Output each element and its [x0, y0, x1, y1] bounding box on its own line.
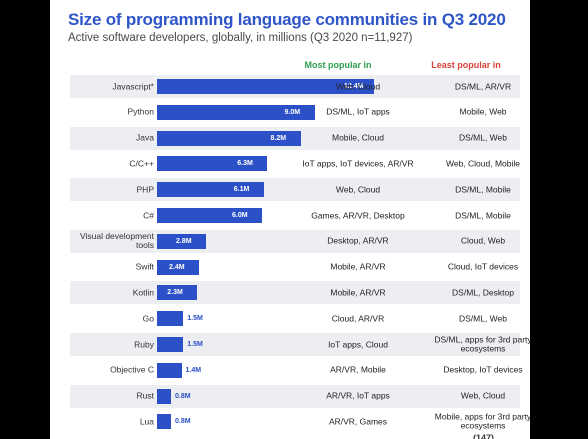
most-popular-cell: Web, Cloud — [335, 80, 381, 91]
chart-row: Python 9.0M DS/ML, IoT apps Mobile, Web — [70, 100, 520, 124]
least-popular-cell: Mobile, Web — [459, 106, 507, 117]
bar-value-label: 6.3M — [237, 160, 253, 168]
bar-value-label: 2.8M — [176, 237, 192, 245]
bar-value-label: 9.0M — [284, 108, 301, 116]
bar — [157, 414, 171, 430]
column-header-least-popular: Least popular in — [431, 60, 501, 70]
bar-value-label: 0.8M — [175, 392, 191, 400]
bar — [157, 311, 184, 327]
chart-row: PHP 6.1M Web, Cloud DS/ML, Mobile — [70, 178, 520, 202]
chart-row: Javascript* 12.4M Web, Cloud DS/ML, AR/VR — [70, 75, 520, 98]
category-label: Visual development tools — [79, 231, 154, 251]
category-label: Java — [136, 132, 154, 143]
least-popular-cell: Cloud, IoT devices — [447, 261, 519, 272]
most-popular-cell: Mobile, Cloud — [332, 132, 384, 143]
bar — [157, 130, 301, 146]
bar-value-label: 1.5M — [187, 341, 203, 348]
chart-subtitle: Active software developers, globally, in… — [68, 32, 413, 44]
most-popular-cell: Desktop, AR/VR — [327, 235, 389, 246]
category-label: Swift — [135, 261, 154, 272]
least-popular-cell: DS/ML, Mobile — [455, 209, 511, 220]
category-label: C# — [143, 210, 154, 220]
column-header-most-popular: Most popular in — [304, 60, 372, 70]
chart-row: Kotlin 2.3M Mobile, AR/VR DS/ML, Desktop — [70, 281, 520, 305]
most-popular-cell: AR/VR, Games — [328, 416, 388, 427]
least-popular-cell: Web, Cloud — [460, 390, 506, 401]
most-popular-cell: Mobile, AR/VR — [330, 287, 386, 298]
category-label: Kotlin — [132, 287, 154, 298]
least-popular-cell: DS/ML, Web — [458, 312, 508, 323]
least-popular-cell: DS/ML, apps for 3rd party ecosystems — [434, 334, 530, 354]
chart-row: C# 6.0M Games, AR/VR, Desktop DS/ML, Mobile — [70, 204, 520, 227]
chart-row: C/C++ 6.3M IoT apps, IoT devices, AR/VR Web… — [70, 152, 520, 176]
least-popular-cell: DS/ML, Desktop — [452, 287, 514, 298]
chart-row: Visual development tools 2.8M Desktop, AR/… — [70, 229, 520, 253]
least-popular-cell: Cloud, Web — [460, 235, 506, 246]
most-popular-cell: AR/VR, IoT apps — [326, 390, 390, 401]
chart-row: Rust 0.8M AR/VR, IoT apps Web, Cloud — [70, 384, 520, 408]
most-popular-cell: AR/VR, Mobile — [330, 364, 386, 375]
chart-row: Go 1.5M Cloud, AR/VR DS/ML, Web — [70, 307, 520, 331]
least-popular-cell: Mobile, apps for 3rd party ecosystems — [434, 411, 530, 431]
bar — [157, 337, 184, 352]
category-label: Rust — [136, 390, 154, 401]
bar-value-label: 12.4M — [344, 83, 364, 90]
most-popular-cell: IoT apps, Cloud — [328, 338, 388, 349]
chart-row: Java 8.2M Mobile, Cloud DS/ML, Web — [70, 126, 520, 150]
most-popular-cell: Mobile, AR/VR — [330, 261, 386, 272]
category-label: Python — [127, 106, 154, 117]
least-popular-cell: DS/ML, Mobile — [455, 183, 511, 194]
bar — [157, 208, 262, 223]
bar — [157, 104, 315, 120]
category-label: Javascript* — [112, 81, 154, 91]
bar-value-label: 6.0M — [232, 212, 248, 219]
bar — [157, 156, 268, 172]
category-label: Go — [142, 313, 154, 324]
chart-page: Size of programming language communities… — [50, 0, 530, 439]
category-label: Ruby — [134, 339, 154, 349]
bar — [157, 233, 206, 249]
category-label: PHP — [136, 184, 154, 195]
bar — [157, 182, 264, 198]
category-label: C/C++ — [129, 158, 154, 169]
bar-value-label: 6.1M — [233, 186, 250, 194]
bar — [157, 259, 199, 275]
bar-value-label: 2.3M — [167, 289, 183, 297]
most-popular-cell: IoT apps, IoT devices, AR/VR — [302, 158, 414, 169]
category-label: Objective C — [110, 364, 154, 375]
bar — [157, 362, 182, 378]
most-popular-cell: Web, Cloud — [335, 183, 381, 194]
least-popular-cell: DS/ML, AR/VR — [454, 80, 512, 91]
category-label: Lua — [139, 416, 154, 427]
chart-row: Ruby 1.5M IoT apps, Cloud DS/ML, apps for 3… — [70, 333, 530, 356]
least-popular-cell: Web, Cloud, Mobile — [445, 158, 521, 169]
bar — [157, 79, 374, 94]
bar — [157, 285, 198, 301]
bar-value-label: 1.4M — [185, 366, 202, 374]
chart-title: Size of programming language communities… — [68, 10, 506, 29]
bar-value-label: 1.5M — [187, 315, 203, 323]
bar — [157, 388, 171, 404]
bar-value-label: 8.2M — [270, 134, 287, 142]
bar-value-label: 0.8M — [175, 418, 191, 426]
chart-row: Swift 2.4M Mobile, AR/VR Cloud, IoT devices — [70, 255, 520, 279]
least-popular-cell: DS/ML, Web — [458, 132, 508, 143]
most-popular-cell: Games, AR/VR, Desktop — [311, 209, 405, 220]
bar-value-label: 2.4M — [169, 263, 185, 271]
most-popular-cell: DS/ML, IoT apps — [326, 106, 390, 117]
least-popular-cell: Desktop, IoT devices — [443, 364, 523, 375]
most-popular-cell: Cloud, AR/VR — [331, 312, 385, 323]
footer-mark-fragment: (147) — [473, 433, 495, 439]
chart-row: Lua 0.8M AR/VR, Games Mobile, apps for 3rd … — [70, 410, 530, 434]
chart-row: Objective C 1.4M AR/VR, Mobile Desktop, IoT… — [70, 358, 523, 382]
